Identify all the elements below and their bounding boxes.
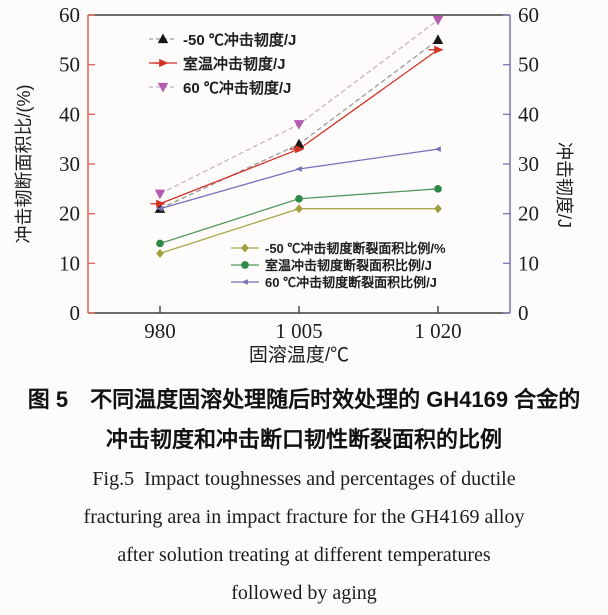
svg-text:30: 30 [59,152,80,176]
legend-label: 室温冲击韧度/J [183,55,286,73]
legend-item: -50 ℃冲击韧度断裂面积比例/% [230,239,446,256]
legend-label: 60 ℃冲击韧度断裂面积比例/J [265,275,437,290]
legend-item: -50 ℃冲击韧度/J [148,27,296,51]
svg-text:60: 60 [59,3,80,27]
legend-label: -50 ℃冲击韧度断裂面积比例/% [265,241,446,256]
figure-caption: 图 5 不同温度固溶处理随后时效处理的 GH4169 合金的 冲击韧度和冲击断口… [0,380,608,612]
svg-text:10: 10 [518,251,539,275]
chart-area: 0 0 10 10 20 20 30 30 40 40 50 50 60 60 980 1 005 1 020 冲… [14,3,574,366]
chart-canvas: 0 0 10 10 20 20 30 30 40 40 50 50 60 60 980 1 005 1 020 冲… [14,3,574,366]
legend-marker-arrow-right-icon [149,58,177,68]
svg-text:20: 20 [59,202,80,226]
legend-marker-triangle-up-icon [149,33,177,44]
svg-text:60: 60 [518,3,539,27]
svg-text:30: 30 [518,152,539,176]
svg-text:固溶温度/℃: 固溶温度/℃ [249,344,349,366]
legend-marker-triangle-left-icon [231,278,259,285]
svg-text:40: 40 [518,102,539,126]
svg-text:冲击韧断面积比/(%): 冲击韧断面积比/(%) [14,85,34,244]
svg-text:40: 40 [59,102,80,126]
legend-label: 室温冲击韧度断裂面积比例/J [265,258,432,273]
caption-en-line1: Fig.5 Impact toughnesses and percentages… [92,468,516,490]
caption-en-line2: fracturing area in impact fracture for t… [83,506,525,528]
caption-en-line4: followed by aging [231,582,377,604]
caption-zh-line1: 图 5 不同温度固溶处理随后时效处理的 GH4169 合金的 [27,387,581,412]
legend-item: 60 ℃冲击韧度/J [148,75,296,99]
svg-text:0: 0 [70,301,81,325]
caption-zh-line2: 冲击韧度和冲击断口韧性断裂面积的比例 [105,427,502,452]
legend-marker-triangle-down-icon [149,82,177,93]
svg-text:1 005: 1 005 [275,319,322,343]
svg-text:0: 0 [518,301,529,325]
svg-text:20: 20 [518,202,539,226]
legend-marker-diamond-icon [231,243,259,252]
legend-item: 60 ℃冲击韧度断裂面积比例/J [230,273,446,290]
svg-text:1 020: 1 020 [414,319,461,343]
legend-item: 室温冲击韧度/J [148,51,296,75]
svg-text:50: 50 [59,53,80,77]
legend-marker-circle-icon [231,260,259,269]
legend-impact-toughness: -50 ℃冲击韧度/J 室温冲击韧度/J 60 ℃冲击韧度/J [148,27,296,99]
legend-label: -50 ℃冲击韧度/J [183,31,297,49]
legend-item: 室温冲击韧度断裂面积比例/J [230,256,446,273]
svg-text:50: 50 [518,53,539,77]
svg-text:10: 10 [59,251,80,275]
legend-label: 60 ℃冲击韧度/J [183,79,292,97]
caption-en-line3: after solution treating at different tem… [117,544,491,566]
svg-text:980: 980 [144,319,176,343]
legend-fracture-area: -50 ℃冲击韧度断裂面积比例/% 室温冲击韧度断裂面积比例/J 60 ℃冲击韧… [230,239,446,290]
svg-text:冲击韧度/J: 冲击韧度/J [554,142,574,228]
